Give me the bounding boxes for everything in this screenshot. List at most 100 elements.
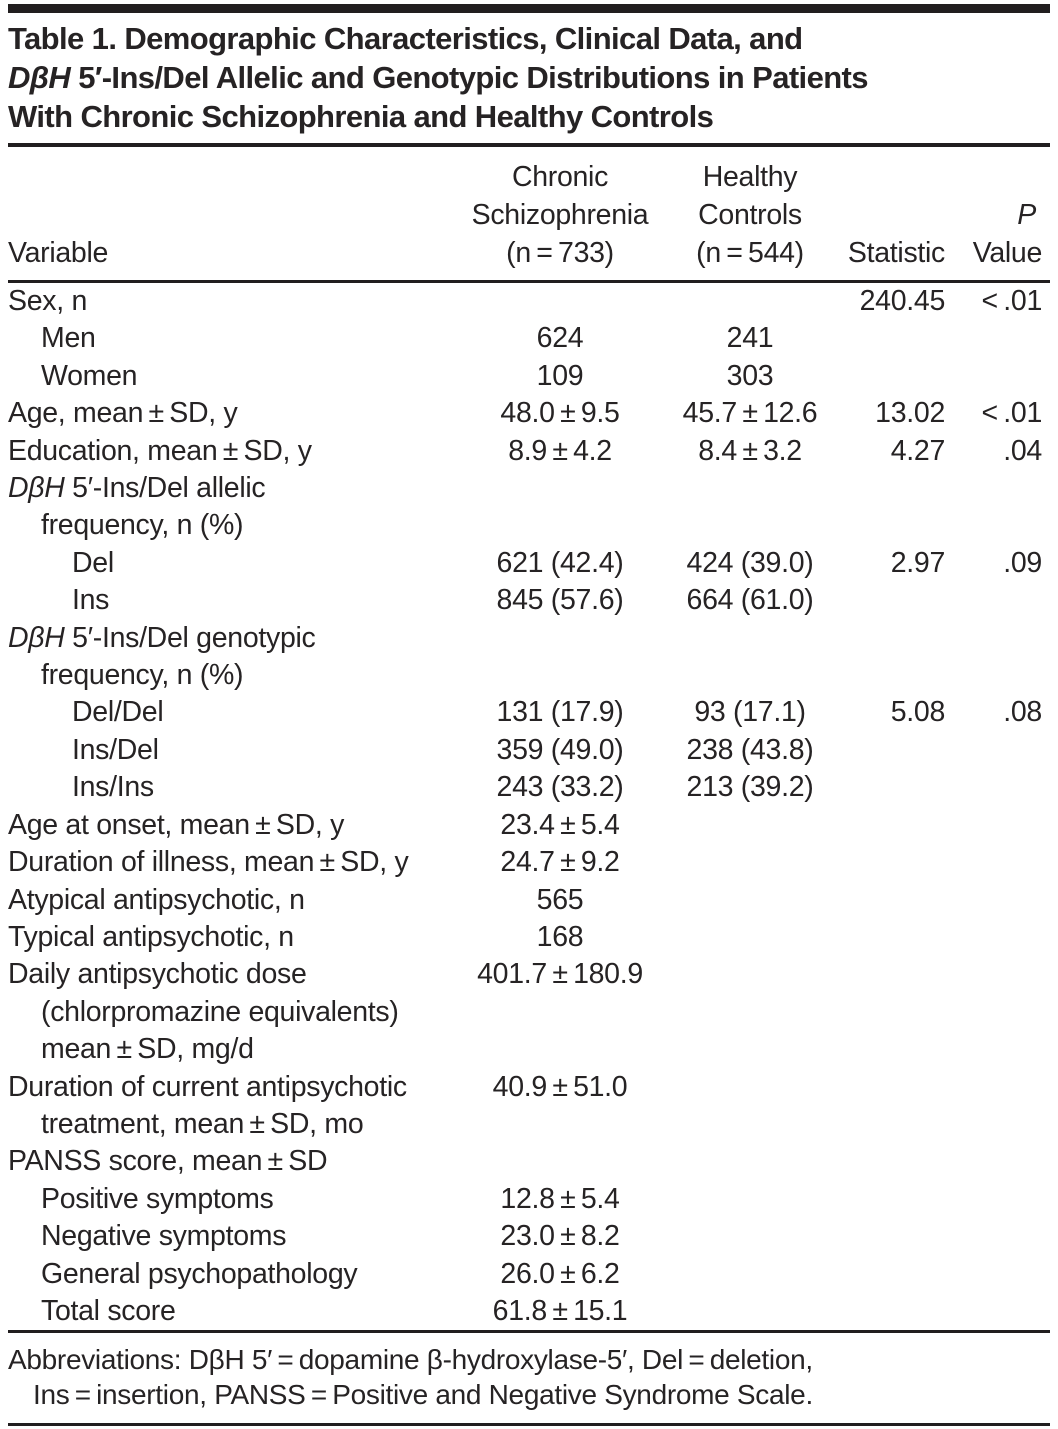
chronic-value: 109 [536,359,584,392]
chronic-header-line3: (n = 733) [506,237,614,269]
table-row: Atypical antipsychotic, n 565 [8,882,1050,919]
gene-symbol-italic: DβH [8,60,71,95]
title-line2: DβH 5′-Ins/Del Allelic and Genotypic Dis… [8,58,1050,97]
healthy-value [660,807,840,844]
chronic-value [460,657,660,694]
statistic-value: 5.08 [890,696,946,729]
statistic-value [840,1069,945,1106]
healthy-value: 93 (17.1) [694,696,806,729]
chronic-value [460,470,660,507]
variable-cell: Education, mean ± SD, y [8,434,312,467]
variable-cell: Daily antipsychotic dose [8,958,307,991]
chronic-value: 565 [536,883,584,916]
statistic-value [840,882,945,919]
statistic-value: 2.97 [890,546,946,579]
healthy-value [660,1143,840,1180]
p-value [945,657,1050,694]
p-value [945,320,1050,357]
p-value [945,844,1050,881]
table-row: Ins/Del 359 (49.0) 238 (43.8) [8,732,1050,769]
healthy-value [660,1106,840,1143]
chronic-value [460,1106,660,1143]
healthy-value [660,282,840,321]
table-row: DβH 5′-Ins/Del genotypic [8,620,1050,657]
chronic-value: 168 [536,920,584,953]
statistic-value [840,1106,945,1143]
table-row: (chlorpromazine equivalents) [8,994,1050,1031]
statistic-value [840,956,945,993]
healthy-value [660,1031,840,1068]
p-value [945,1106,1050,1143]
variable-cell: Men [41,322,96,355]
chronic-value: 26.0 ± 6.2 [500,1257,620,1290]
column-header-statistic: Statistic [840,147,945,283]
p-value [945,919,1050,956]
statistic-value [840,582,945,619]
title-line1: Table 1. Demographic Characteristics, Cl… [8,21,803,56]
variable-cell: (chlorpromazine equivalents) [41,995,399,1028]
table-row: Age, mean ± SD, y 48.0 ± 9.5 45.7 ± 12.6 13… [8,395,1050,432]
statistic-value [840,919,945,956]
variable-cell: Women [41,359,138,392]
table-row: Sex, n 240.45 < .01 [8,282,1050,321]
chronic-value: 48.0 ± 9.5 [500,397,620,430]
title-line3: With Chronic Schizophrenia and Healthy C… [8,99,714,134]
healthy-value [660,844,840,881]
p-value: .04 [1003,434,1042,467]
chronic-value [460,282,660,321]
table-row: DβH 5′-Ins/Del allelic [8,470,1050,507]
chronic-value: 23.4 ± 5.4 [500,808,620,841]
header-row: Variable Chronic Schizophrenia (n = 733)… [8,147,1050,283]
chronic-value: 243 (33.2) [496,771,624,804]
p-value [945,994,1050,1031]
healthy-value: 664 (61.0) [686,584,814,617]
healthy-value: 424 (39.0) [686,546,814,579]
table-row: frequency, n (%) [8,657,1050,694]
statistic-value [840,657,945,694]
footnote-line1: Abbreviations: DβH 5′ = dopamine β-hydro… [8,1344,813,1376]
p-value [945,807,1050,844]
variable-cell: Total score [8,1292,460,1334]
title-line2-rest: 5′-Ins/Del Allelic and Genotypic Distrib… [70,60,868,95]
footnote-line2: Ins = insertion, PANSS = Positive and Ne… [33,1379,813,1411]
chronic-value: 621 (42.4) [496,546,624,579]
variable-cell: frequency, n (%) [41,509,244,542]
statistic-value [840,844,945,881]
healthy-value [660,919,840,956]
chronic-header-line2: Schizophrenia [471,199,649,231]
healthy-value: 238 (43.8) [686,733,814,766]
healthy-header-line1: Healthy [702,161,798,193]
p-value: .08 [1003,696,1042,729]
table-row: Duration of illness, mean ± SD, y 24.7 ± … [8,844,1050,881]
table-row: PANSS score, mean ± SD [8,1143,1050,1180]
data-table: Variable Chronic Schizophrenia (n = 733)… [8,147,1050,1334]
p-value [945,1218,1050,1255]
footnote: Abbreviations: DβH 5′ = dopamine β-hydro… [8,1333,1050,1427]
table-row: Ins/Ins 243 (33.2) 213 (39.2) [8,769,1050,806]
variable-cell: Duration of illness, mean ± SD, y [8,846,409,879]
table-row: Education, mean ± SD, y 8.9 ± 4.2 8.4 ± 3.… [8,433,1050,470]
table-row: Men 624 241 [8,320,1050,357]
chronic-value: 401.7 ± 180.9 [477,958,643,991]
p-value [945,1143,1050,1180]
column-header-chronic: Chronic Schizophrenia (n = 733) [460,147,660,283]
column-header-healthy: Healthy Controls (n = 544) [660,147,840,283]
statistic-value [840,470,945,507]
chronic-value: 845 (57.6) [496,584,624,617]
table-row: Women 109 303 [8,358,1050,395]
healthy-value [660,507,840,544]
p-value [945,507,1050,544]
chronic-value [460,994,660,1031]
healthy-value [660,470,840,507]
variable-cell: Negative symptoms [41,1220,287,1253]
healthy-value: 213 (39.2) [686,771,814,804]
gene-symbol-italic: DβH [8,472,65,505]
chronic-value: 23.0 ± 8.2 [500,1220,620,1253]
table-row: Duration of current antipsychotic 40.9 ± … [8,1069,1050,1106]
statistic-value [840,769,945,806]
table-row: Daily antipsychotic dose 401.7 ± 180.9 [8,956,1050,993]
table-row: Age at onset, mean ± SD, y 23.4 ± 5.4 [8,807,1050,844]
healthy-value: 241 [726,322,774,355]
p-value: < .01 [981,285,1043,317]
column-header-pvalue: P Value [945,147,1050,283]
